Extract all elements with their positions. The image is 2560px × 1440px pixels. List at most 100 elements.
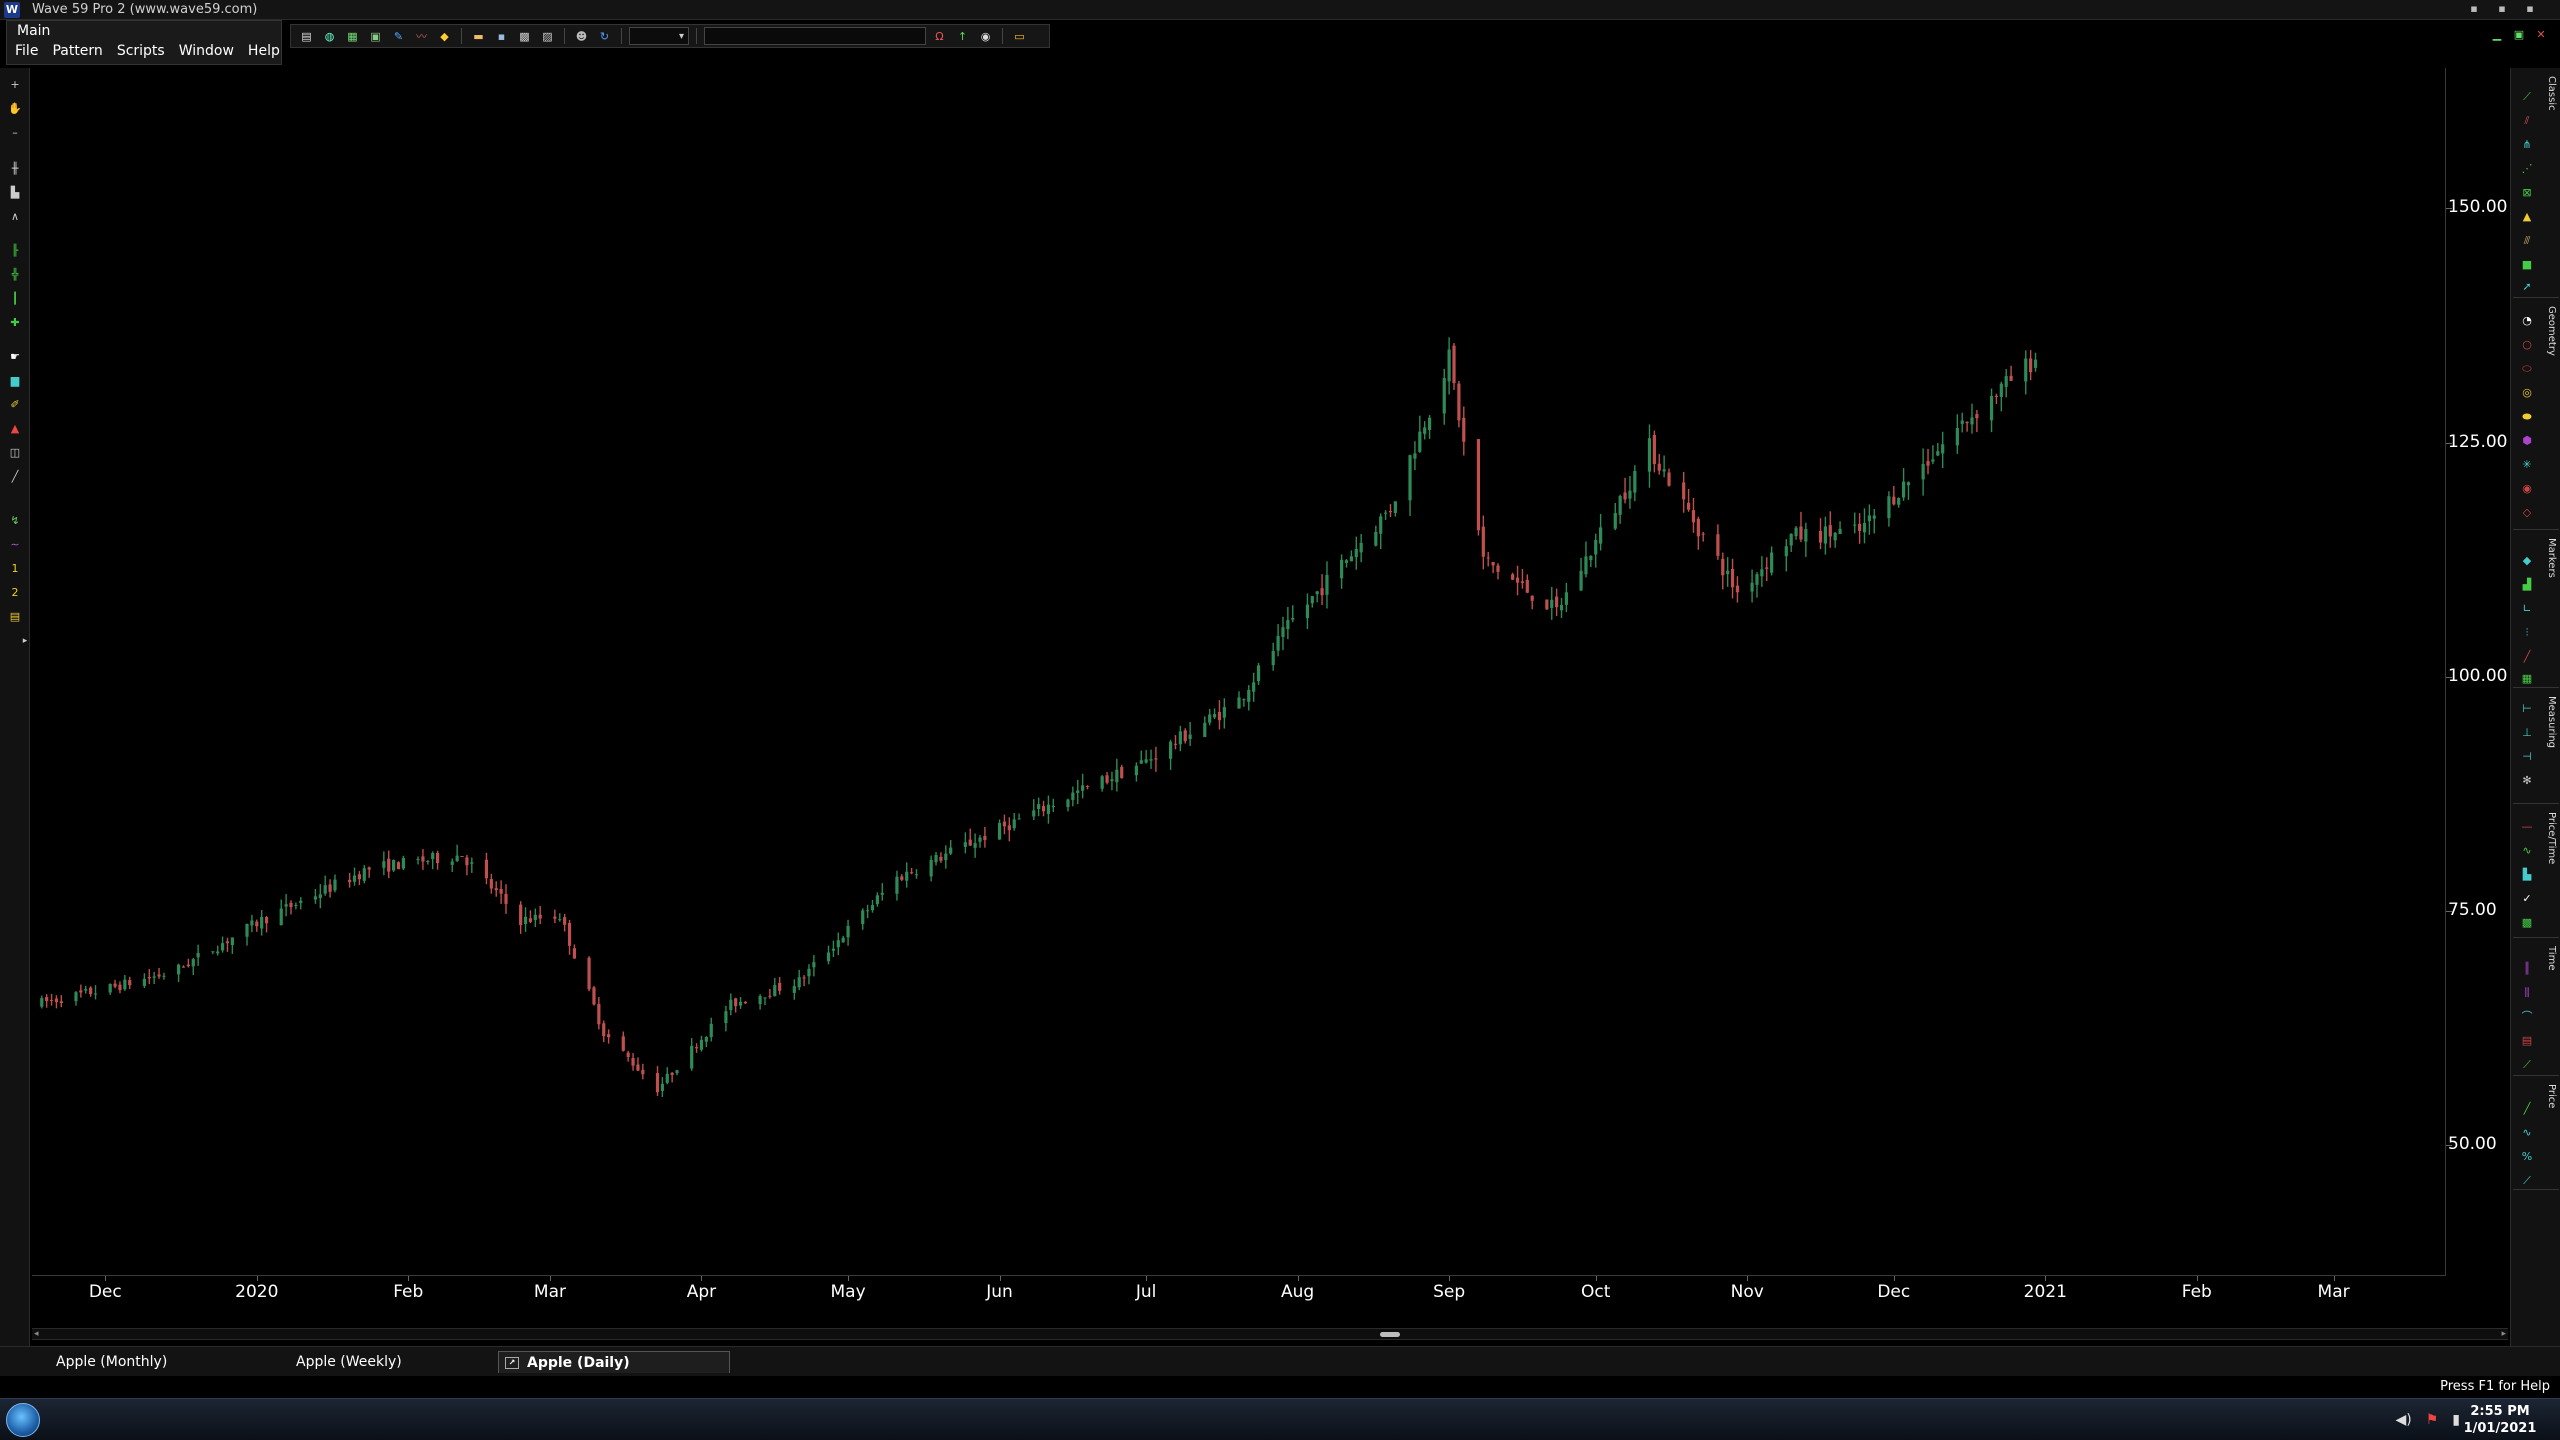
taskbar-clock[interactable]: 2:55 PM 1/01/2021 [2460, 1403, 2540, 1437]
print-icon[interactable]: ▩ [519, 29, 530, 43]
measure-d-icon[interactable]: ⊣ [2522, 750, 2532, 763]
time-cycle-icon[interactable]: ⫼ [2524, 986, 2530, 999]
panel-price-time-label[interactable]: Price/Time [2546, 812, 2557, 865]
menu-pattern[interactable]: Pattern [52, 43, 103, 59]
price-wave-icon[interactable]: ∿ [2522, 1126, 2532, 1139]
channel-icon[interactable]: ⫽ [2524, 114, 2530, 127]
pointer-icon[interactable]: ☛ [10, 350, 20, 363]
line-chart-icon[interactable]: ∧ [10, 210, 20, 223]
volume-icon[interactable]: ◀) [2395, 1412, 2412, 1428]
marker-diamond-icon[interactable]: ◆ [2522, 554, 2532, 567]
label-2-icon[interactable]: 2 [11, 586, 19, 599]
time-zone-icon[interactable]: ▤ [2521, 1034, 2533, 1047]
bucket-icon[interactable]: ▆ [10, 374, 20, 387]
menu-scripts[interactable]: Scripts [116, 43, 165, 59]
export-icon[interactable]: ▨ [542, 29, 553, 43]
rhombus-icon[interactable]: ◇ [2522, 506, 2532, 519]
pen-icon[interactable]: ✐ [10, 398, 20, 411]
grid-icon[interactable]: ▤ [9, 610, 21, 623]
menu-window[interactable]: Window [178, 43, 234, 59]
close-icon[interactable]: ▪ [2526, 2, 2534, 15]
network-icon[interactable]: ▮ [2452, 1412, 2460, 1428]
pitchfork-icon[interactable]: ⋔ [2522, 138, 2532, 151]
chart-data-icon[interactable]: ▦ [347, 29, 358, 43]
magnet-icon[interactable]: Ω [935, 29, 944, 43]
scroll-left-icon[interactable]: ◂ [34, 1329, 39, 1339]
refresh-icon[interactable]: ↻ [599, 29, 610, 43]
restore-icon[interactable]: ▪ [2498, 2, 2506, 15]
marker-l-icon[interactable]: ∟ [2522, 602, 2532, 615]
panel-geometry-label[interactable]: Geometry [2546, 306, 2557, 356]
chart-restore-icon[interactable]: ▣ [2513, 28, 2525, 41]
tab-apple-daily[interactable]: ↗ Apple (Daily) [498, 1351, 730, 1373]
pt-check-icon[interactable]: ✓ [2522, 892, 2532, 905]
chart-close-icon[interactable]: ✕ [2536, 28, 2546, 41]
square-icon[interactable]: ■ [2521, 258, 2533, 271]
scroll-thumb[interactable] [1380, 1332, 1400, 1337]
time-fib-icon[interactable]: ⟋ [2523, 1058, 2531, 1071]
start-button-icon[interactable] [6, 1403, 40, 1437]
box-icon[interactable]: ⊠ [2522, 186, 2532, 199]
price-trend-icon[interactable]: ⟋ [2523, 1174, 2531, 1187]
line-tool-icon[interactable]: 〰 [416, 30, 427, 43]
wave-icon[interactable]: ∼ [10, 538, 20, 551]
vertical-line-icon[interactable]: ┃ [11, 292, 19, 305]
marker-tick-icon[interactable]: ⫶ [2525, 626, 2529, 639]
crosshair-icon[interactable]: + [10, 78, 20, 91]
marker-step-icon[interactable]: ▟ [2522, 578, 2532, 591]
chart-minimize-icon[interactable]: ▁ [2492, 28, 2502, 41]
pt-line-icon[interactable]: — [2521, 820, 2533, 833]
symbol-input[interactable] [704, 27, 926, 45]
cross-icon[interactable]: ✚ [10, 316, 20, 329]
fib-icon[interactable]: ↯ [10, 514, 20, 527]
arrow-icon[interactable]: ➚ [2522, 280, 2532, 293]
user-icon[interactable]: ☻ [575, 29, 588, 43]
parallel-icon[interactable]: ⫻ [2523, 234, 2531, 247]
pt-grid-icon[interactable]: ▩ [2521, 916, 2533, 929]
triangle-icon[interactable]: ▲ [2522, 210, 2532, 223]
price-chart[interactable]: 150.00 125.00 100.00 75.00 50.00 Dec 2020 Feb Ma… [32, 68, 2508, 1328]
minus-icon[interactable]: – [12, 126, 18, 139]
pt-wave-icon[interactable]: ∿ [2522, 844, 2532, 857]
arrow-up-icon[interactable]: ↑ [957, 29, 968, 43]
panel-time-label[interactable]: Time [2546, 946, 2557, 971]
pie-icon[interactable]: ◔ [2522, 314, 2532, 327]
candle-icon[interactable]: ▙ [10, 186, 20, 199]
timeframe-select[interactable]: ▾ [629, 27, 689, 45]
hand-icon[interactable]: ✋ [8, 102, 22, 115]
bars-icon[interactable]: ╫ [11, 162, 19, 175]
marker-grid-icon[interactable]: ▦ [2521, 672, 2533, 685]
save-icon[interactable]: ▪ [497, 29, 506, 43]
panel-measuring-label[interactable]: Measuring [2546, 696, 2557, 749]
message-icon[interactable]: ▭ [1014, 29, 1025, 43]
time-bars-icon[interactable]: ║ [2523, 962, 2531, 975]
open-icon[interactable]: ▬ [473, 29, 484, 43]
tab-apple-monthly[interactable]: Apple (Monthly) [36, 1351, 256, 1373]
shapes-icon[interactable]: ▲ [10, 422, 20, 435]
indicator-icon[interactable]: ✎ [393, 29, 404, 43]
diamond-icon[interactable]: ◆ [440, 29, 449, 43]
menu-help[interactable]: Help [247, 43, 280, 59]
minimize-icon[interactable]: ▪ [2470, 2, 2478, 15]
panel-price-label[interactable]: Price [2546, 1084, 2557, 1109]
measure-star-icon[interactable]: ✻ [2522, 774, 2532, 787]
time-arc-icon[interactable]: ⌒ [2521, 1010, 2533, 1023]
measure-h-icon[interactable]: ⊢ [2522, 702, 2532, 715]
measure-icon[interactable]: ╟ [11, 244, 19, 257]
scroll-right-icon[interactable]: ▸ [2501, 1329, 2506, 1339]
panel-classic-label[interactable]: Classic [2546, 76, 2557, 111]
spiral-icon[interactable]: ◎ [2522, 386, 2532, 399]
tab-apple-weekly[interactable]: Apple (Weekly) [276, 1351, 496, 1373]
flag-icon[interactable]: ⚑ [2425, 1412, 2439, 1428]
eye-icon[interactable]: ◉ [980, 29, 991, 43]
new-chart-icon[interactable]: ▤ [301, 29, 312, 43]
menu-file[interactable]: File [15, 43, 39, 59]
ellipse-icon[interactable]: ⬭ [2522, 362, 2532, 375]
horizontal-scrollbar[interactable]: ◂ ▸ [32, 1328, 2508, 1340]
ruler-icon[interactable]: ╱ [11, 470, 19, 483]
panel-markers-label[interactable]: Markers [2546, 538, 2557, 578]
circle-icon[interactable]: ○ [2522, 338, 2532, 351]
oval-icon[interactable]: ⬬ [2522, 410, 2532, 423]
price-line-icon[interactable]: ╱ [2523, 1102, 2531, 1115]
target-icon[interactable]: ◉ [2522, 482, 2532, 495]
